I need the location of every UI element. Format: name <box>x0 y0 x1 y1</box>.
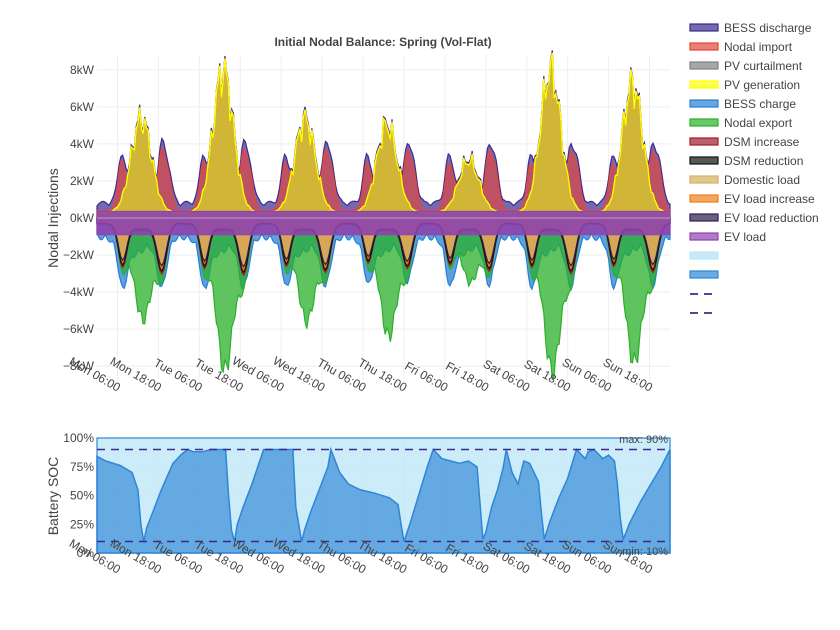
top-y-tick-label: 2kW <box>70 174 95 188</box>
bottom-y-tick-label: 25% <box>70 517 94 531</box>
legend-label: BESS discharge <box>724 21 812 35</box>
legend-swatch <box>689 232 719 241</box>
legend-label: PV curtailment <box>724 59 803 73</box>
series-ev-load <box>96 210 671 236</box>
legend-label: EV load <box>724 230 766 244</box>
legend-swatch <box>689 42 719 51</box>
soc-min-label: min: 10% <box>622 546 668 558</box>
soc-max-label: max: 90% <box>619 434 668 446</box>
legend-swatch <box>689 194 719 203</box>
top-y-tick-label: 0kW <box>70 211 95 225</box>
bottom-y-axis-title: Battery SOC <box>45 457 61 536</box>
legend-label: BESS charge <box>724 97 796 111</box>
soc-area <box>96 446 671 554</box>
top-y-tick-label: 6kW <box>70 100 95 114</box>
legend-label: Nodal import <box>724 40 793 54</box>
legend-label: DSM reduction <box>724 154 803 168</box>
top-y-tick-label: 8kW <box>70 63 95 77</box>
legend-label: EV load increase <box>724 192 815 206</box>
legend-swatch <box>689 175 719 184</box>
top-y-tick-label: −2kW <box>63 248 95 262</box>
legend-label: Domestic load <box>724 173 800 187</box>
legend-swatch <box>689 156 719 165</box>
bottom-y-tick-label: 50% <box>70 489 94 503</box>
top-y-tick-label: −6kW <box>63 322 95 336</box>
bottom-y-tick-label: 0% <box>77 546 95 560</box>
legend-swatch <box>689 99 719 108</box>
bottom-plot-area <box>96 437 671 554</box>
top-y-tick-label: −4kW <box>63 285 95 299</box>
legend-swatch <box>689 23 719 32</box>
legend-swatch <box>689 61 719 70</box>
legend-swatch <box>689 137 719 146</box>
top-y-tick-label: 4kW <box>70 137 95 151</box>
bottom-y-ticks: 0% 25% 50% 75% 100% <box>63 431 94 560</box>
legend: BESS discharge Nodal import PV curtailment… <box>689 21 819 314</box>
legend-swatch <box>689 213 719 222</box>
legend-swatch <box>689 251 719 260</box>
legend-label: DSM increase <box>724 135 800 149</box>
legend-swatch <box>689 270 719 279</box>
bottom-y-tick-label: 100% <box>63 431 94 445</box>
chart-title: Initial Nodal Balance: Spring (Vol-Flat) <box>274 35 491 49</box>
legend-label: PV generation <box>724 78 800 92</box>
top-y-ticks: 8kW 6kW 4kW 2kW 0kW −2kW −4kW −6kW −8kW <box>63 63 95 373</box>
top-y-tick-label: −8kW <box>63 359 95 373</box>
legend-label: EV load reduction <box>724 211 819 225</box>
top-y-axis-title: Nodal Injections <box>45 168 61 268</box>
legend-swatch <box>689 80 719 89</box>
bottom-y-tick-label: 75% <box>70 460 94 474</box>
legend-label: Nodal export <box>724 116 793 130</box>
top-plot-area <box>96 50 671 381</box>
legend-swatch <box>689 118 719 127</box>
